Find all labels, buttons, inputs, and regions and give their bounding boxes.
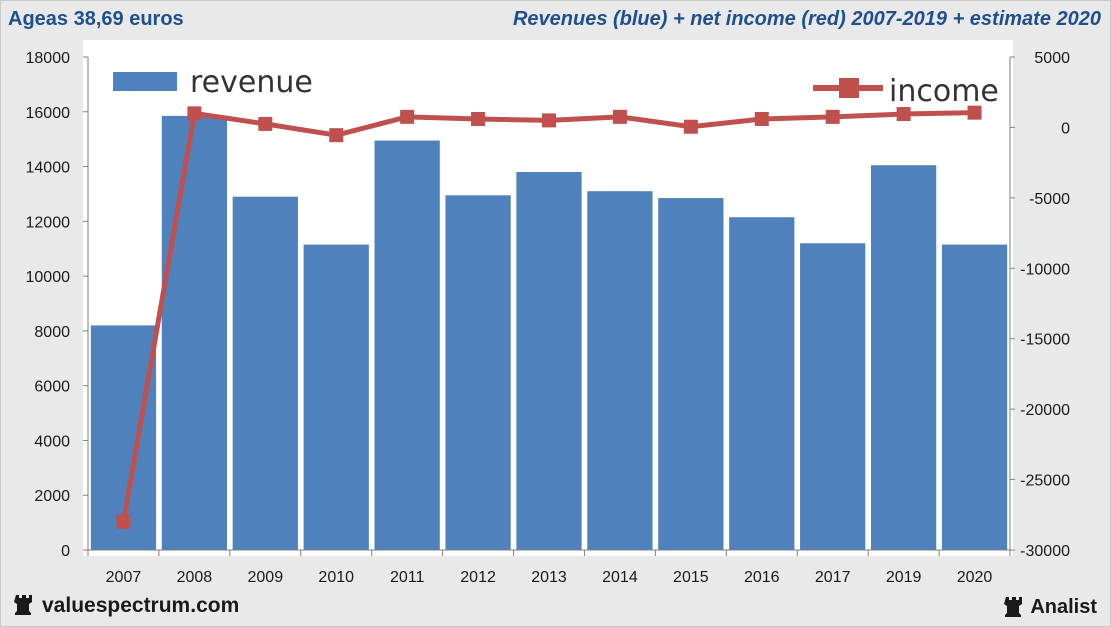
x-tick-label-2010: 2010 [318,569,354,586]
revenue-bar-2014 [587,191,653,550]
y-left-tick-label: 0 [61,543,70,560]
chess-rook-icon [14,595,32,615]
y-left-tick-label: 10000 [26,269,71,286]
income-point-2017 [825,109,840,124]
revenue-bar-2020 [941,244,1008,550]
y-left-tick-label: 6000 [34,379,70,396]
y-left-tick-label: 12000 [26,214,71,231]
y-right-tick-label: -5000 [1029,191,1070,208]
y-right-tick-label: 0 [1061,120,1070,137]
revenue-bar-2019 [870,165,937,551]
income-point-2007 [116,514,131,529]
revenue-bar-2012 [445,195,511,550]
analist-brand[interactable]: Analist [1030,596,1097,618]
x-tick-label-2016: 2016 [744,569,780,586]
chart-title: Revenues (blue) + net income (red) 2007-… [512,8,1101,30]
footer-brand-left: valuespectrum.com [14,594,239,618]
legend-income-label: income [889,74,999,109]
income-point-2014 [612,109,627,124]
y-left-tick-label: 2000 [34,488,70,505]
x-tick-label-2014: 2014 [602,569,638,586]
x-tick-label-2017: 2017 [815,569,851,586]
y-right-tick-label: -25000 [1020,473,1070,490]
revenue-bar-2008 [161,115,228,550]
x-tick-label-2007: 2007 [106,569,142,586]
y-left-tick-label: 14000 [26,160,71,177]
income-point-2008 [187,106,202,121]
x-tick-label-2012: 2012 [460,569,496,586]
x-tick-label-2013: 2013 [531,569,567,586]
legend-revenue-swatch [113,72,177,91]
revenue-bar-2013 [516,172,582,551]
revenue-bar-2015 [658,198,724,550]
income-point-2013 [542,113,556,128]
income-point-2016 [754,111,769,126]
y-right-tick-label: 5000 [1034,50,1070,67]
footer-brand-right: Analist [1004,596,1097,619]
chess-rook-icon [1004,596,1023,617]
legend-revenue-label: revenue [190,65,313,100]
revenue-bar-2010 [303,244,369,550]
y-left-tick-label: 8000 [34,324,70,341]
stock-price-title: Ageas 38,69 euros [8,8,184,30]
income-point-2019 [896,107,911,122]
y-left-tick-label: 4000 [34,433,70,450]
legend-income-marker [839,78,859,98]
x-tick-label-2015: 2015 [673,569,709,586]
valuespectrum-brand[interactable]: valuespectrum.com [42,594,240,617]
y-left-tick-label: 18000 [26,50,71,67]
income-point-2011 [400,109,415,124]
income-point-2020 [967,105,982,120]
income-point-2012 [471,111,486,126]
y-right-tick-label: -10000 [1020,261,1070,278]
y-right-tick-label: -20000 [1020,402,1070,419]
revenue-bar-2017 [800,243,866,550]
revenue-bar-2011 [374,140,440,550]
x-tick-label-2011: 2011 [390,569,425,586]
y-right-tick-label: -15000 [1020,332,1070,349]
income-point-2010 [329,128,344,143]
income-point-2009 [258,116,273,131]
y-left-tick-label: 16000 [26,105,71,122]
y-right-tick-label: -30000 [1020,543,1070,560]
revenue-bar-2016 [729,217,795,550]
income-point-2015 [683,119,698,134]
x-tick-label-2019: 2019 [886,569,922,586]
x-tick-label-2020: 2020 [957,569,993,586]
revenue-bar-2009 [232,196,298,550]
x-tick-label-2008: 2008 [177,569,213,586]
x-tick-label-2009: 2009 [248,569,284,586]
